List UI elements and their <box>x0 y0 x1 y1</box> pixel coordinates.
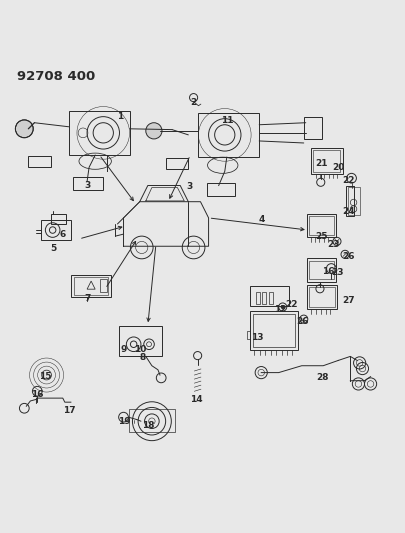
Circle shape <box>281 305 285 309</box>
Bar <box>269 293 273 304</box>
Text: 92708 400: 92708 400 <box>17 70 95 84</box>
Bar <box>313 150 340 172</box>
Bar <box>262 293 266 304</box>
Text: 25: 25 <box>315 232 327 240</box>
Bar <box>74 277 108 295</box>
Bar <box>166 158 188 169</box>
Bar <box>311 148 343 174</box>
Bar <box>100 279 107 293</box>
Text: 17: 17 <box>63 406 76 415</box>
Text: 26: 26 <box>342 252 354 261</box>
Text: 10: 10 <box>134 345 146 354</box>
Text: 7: 7 <box>84 294 90 303</box>
Text: 6: 6 <box>59 230 66 239</box>
Bar <box>51 214 66 224</box>
Text: 3: 3 <box>84 181 90 190</box>
Bar <box>119 326 162 357</box>
Bar <box>307 285 337 309</box>
Bar <box>309 216 334 235</box>
Text: 13: 13 <box>252 333 264 342</box>
Bar <box>129 409 175 432</box>
Bar <box>309 261 334 279</box>
Text: 15: 15 <box>40 372 52 381</box>
Bar <box>40 220 71 240</box>
Bar <box>207 183 235 196</box>
Bar <box>346 185 354 216</box>
Bar <box>28 156 51 167</box>
Circle shape <box>146 123 162 139</box>
Bar <box>304 117 322 139</box>
Bar <box>307 259 336 282</box>
Text: 4: 4 <box>258 215 265 224</box>
Circle shape <box>15 120 33 138</box>
Text: 27: 27 <box>342 296 355 305</box>
Text: 8: 8 <box>139 353 146 362</box>
Text: 26: 26 <box>296 317 308 326</box>
Bar <box>307 214 336 237</box>
Text: 3: 3 <box>186 182 193 191</box>
Text: 23: 23 <box>327 240 339 249</box>
Text: 14: 14 <box>190 395 203 404</box>
Text: 16: 16 <box>32 390 44 399</box>
Text: 22: 22 <box>286 301 298 310</box>
Text: 24: 24 <box>342 207 355 216</box>
Bar <box>198 112 259 157</box>
Bar <box>309 287 335 306</box>
Text: 1: 1 <box>117 112 123 121</box>
Bar <box>69 110 130 155</box>
Text: 2: 2 <box>190 98 197 107</box>
Text: 18: 18 <box>142 421 154 430</box>
Text: 11: 11 <box>222 116 234 125</box>
Text: 12: 12 <box>274 304 286 313</box>
Text: 20: 20 <box>333 163 345 172</box>
Bar <box>73 177 103 190</box>
Bar <box>250 286 289 306</box>
Text: 5: 5 <box>51 244 57 253</box>
Text: 16: 16 <box>322 267 334 276</box>
Text: 9: 9 <box>120 345 127 354</box>
Bar <box>250 311 298 350</box>
Text: 28: 28 <box>316 374 328 382</box>
Text: 23: 23 <box>331 268 343 277</box>
Bar <box>71 274 111 297</box>
Text: 21: 21 <box>315 159 327 168</box>
Bar <box>256 293 260 304</box>
Text: 22: 22 <box>342 176 354 185</box>
Bar <box>253 314 295 346</box>
Text: 19: 19 <box>117 417 130 426</box>
Bar <box>348 187 360 215</box>
